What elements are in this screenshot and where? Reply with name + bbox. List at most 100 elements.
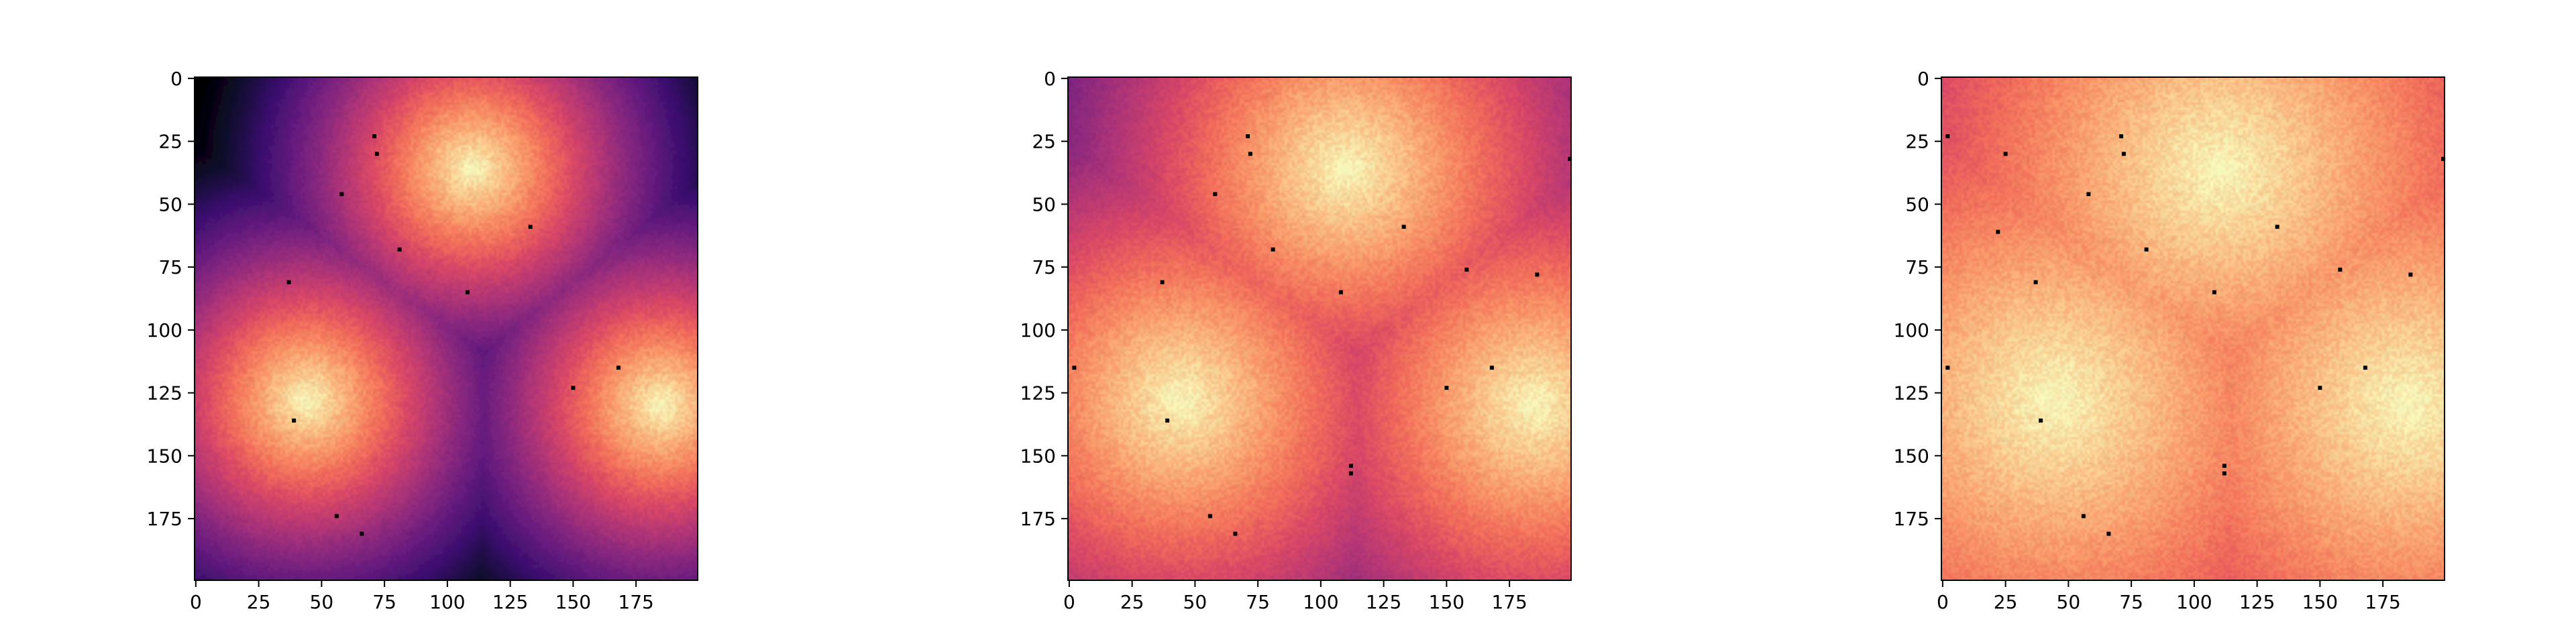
- y-tick-label: 50: [1905, 193, 1929, 215]
- obstacle-dot: [374, 152, 379, 156]
- x-tick-label: 0: [190, 591, 202, 613]
- obstacle-dot: [2441, 156, 2446, 161]
- obstacle-dot: [1535, 272, 1540, 277]
- heatmap-image: [1068, 77, 1571, 580]
- y-tick-label: 0: [170, 68, 182, 90]
- obstacle-dot: [360, 531, 364, 536]
- y-tick-label: 150: [147, 445, 182, 467]
- y-tick-label: 75: [1032, 256, 1056, 278]
- obstacle-dot: [1464, 267, 1469, 272]
- axes-frame: [1941, 76, 2445, 581]
- obstacle-dot: [1401, 225, 1406, 229]
- obstacle-dot: [2086, 192, 2091, 197]
- x-tick-label: 50: [2057, 591, 2081, 613]
- y-tick-label: 25: [1032, 131, 1056, 153]
- obstacle-dot: [2106, 531, 2111, 536]
- axes-frame: [194, 76, 698, 581]
- obstacle-dot: [1246, 134, 1250, 139]
- heatmap-image: [1941, 77, 2445, 580]
- obstacle-dot: [2081, 514, 2086, 519]
- x-tick-label: 175: [618, 591, 653, 613]
- x-tick-label: 150: [2302, 591, 2338, 613]
- obstacle-dot: [571, 386, 576, 390]
- obstacle-dot: [528, 225, 533, 229]
- heatmap-panel-2: 0 25 50 75 100 125 150 175 0 25 50 75 100 125 150 175: [1020, 68, 1572, 613]
- x-tick-label: 0: [1063, 591, 1075, 613]
- obstacle-dot: [334, 514, 339, 519]
- x-tick-label: 75: [2119, 591, 2143, 613]
- obstacle-dot: [1165, 418, 1170, 423]
- obstacle-dot: [397, 247, 402, 252]
- y-tick-label: 75: [1905, 256, 1929, 278]
- y-tick-label: 0: [1917, 68, 1929, 90]
- x-tick-label: 150: [555, 591, 591, 613]
- obstacle-dot: [2318, 386, 2322, 390]
- obstacle-dot: [1348, 464, 1353, 468]
- obstacle-dot: [2119, 134, 2124, 139]
- x-tick-label: 100: [1303, 591, 1338, 613]
- y-tick-label: 25: [1905, 131, 1929, 153]
- heatmap-image: [195, 77, 698, 580]
- obstacle-dot: [2275, 225, 2279, 229]
- x-tick-label: 175: [2365, 591, 2400, 613]
- heatmap-panel-3: 0 25 50 75 100 125 150 175 0 25 50 75 100 125 150 175: [1894, 68, 2446, 613]
- obstacle-dot: [339, 192, 344, 197]
- x-tick-label: 25: [1994, 591, 2018, 613]
- x-tick-label: 100: [2176, 591, 2212, 613]
- y-tick-label: 175: [147, 508, 182, 530]
- obstacle-dot: [1208, 514, 1212, 519]
- x-tick-label: 75: [1246, 591, 1270, 613]
- x-tick-label: 175: [1491, 591, 1527, 613]
- y-tick-label: 100: [1020, 319, 1056, 341]
- obstacle-dot: [2408, 272, 2413, 277]
- y-tick-label: 150: [1020, 445, 1056, 467]
- obstacle-dot: [1489, 366, 1494, 370]
- x-tick-label: 25: [1120, 591, 1144, 613]
- y-tick-label: 100: [147, 319, 182, 341]
- x-tick-label: 125: [1366, 591, 1401, 613]
- y-tick-label: 150: [1894, 445, 1929, 467]
- x-tick-label: 125: [492, 591, 528, 613]
- obstacle-dot: [1945, 134, 1950, 139]
- y-tick-label: 125: [147, 382, 182, 405]
- obstacle-dot: [2338, 267, 2343, 272]
- y-tick-label: 175: [1894, 508, 1929, 530]
- x-tick-label: 0: [1937, 591, 1949, 613]
- x-tick-label: 150: [1429, 591, 1464, 613]
- x-tick-label: 125: [2239, 591, 2275, 613]
- obstacle-dot: [465, 290, 470, 294]
- obstacle-dot: [2121, 152, 2126, 156]
- obstacle-dot: [2144, 247, 2149, 252]
- obstacle-dot: [2212, 290, 2216, 294]
- axes-frame: [1067, 76, 1572, 581]
- obstacle-dot: [1945, 366, 1950, 370]
- obstacle-dot: [292, 418, 297, 423]
- heatmap-panel-1: 0 25 50 75 100 125 150 175 0 25 50 75 100 125 150 175: [147, 68, 698, 613]
- x-tick-label: 50: [1183, 591, 1208, 613]
- obstacle-dot: [1248, 152, 1252, 156]
- obstacle-dot: [1233, 531, 1238, 536]
- obstacle-dot: [2003, 152, 2008, 156]
- obstacle-dot: [286, 280, 291, 284]
- obstacle-dot: [1338, 290, 1343, 294]
- x-tick-label: 25: [247, 591, 271, 613]
- obstacle-dot: [372, 134, 377, 139]
- obstacle-dot: [1160, 280, 1165, 284]
- y-tick-label: 175: [1020, 508, 1056, 530]
- y-tick-label: 100: [1894, 319, 1929, 341]
- obstacle-dot: [1996, 229, 2000, 234]
- obstacle-dot: [2222, 471, 2226, 476]
- y-tick-label: 25: [158, 131, 182, 153]
- obstacle-dot: [1213, 192, 1218, 197]
- y-tick-label: 50: [158, 193, 182, 215]
- obstacle-dot: [2033, 280, 2038, 284]
- y-tick-label: 125: [1894, 382, 1929, 405]
- obstacle-dot: [1348, 471, 1353, 476]
- x-tick-label: 75: [372, 591, 396, 613]
- y-tick-label: 125: [1020, 382, 1056, 405]
- obstacle-dot: [1072, 366, 1077, 370]
- y-tick-label: 75: [158, 256, 182, 278]
- obstacle-dot: [2363, 366, 2367, 370]
- obstacle-dot: [616, 366, 621, 370]
